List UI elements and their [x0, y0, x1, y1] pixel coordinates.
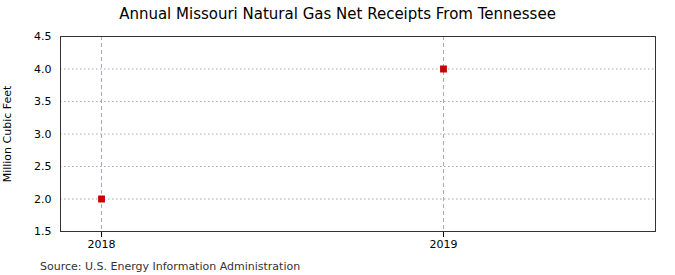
svg-text:Million Cubic Feet: Million Cubic Feet	[1, 85, 14, 182]
html-text:Source: U.S. Energy Informatio: Source: U.S. Energy Information Administ…	[40, 260, 301, 273]
svg-text:4.0: 4.0	[34, 63, 52, 76]
svg-text:2.5: 2.5	[34, 160, 52, 173]
svg-text:3.0: 3.0	[34, 128, 52, 141]
svg-text:1.5: 1.5	[34, 225, 52, 238]
svg-text:4.5: 4.5	[34, 30, 52, 43]
svg-text:2018: 2018	[88, 238, 116, 251]
svg-text:2.0: 2.0	[34, 193, 52, 206]
svg-text:2019: 2019	[429, 238, 457, 251]
html-text:Annual Missouri Natural Gas Ne: Annual Missouri Natural Gas Net Receipts…	[119, 5, 556, 23]
svg-text:3.5: 3.5	[34, 95, 52, 108]
